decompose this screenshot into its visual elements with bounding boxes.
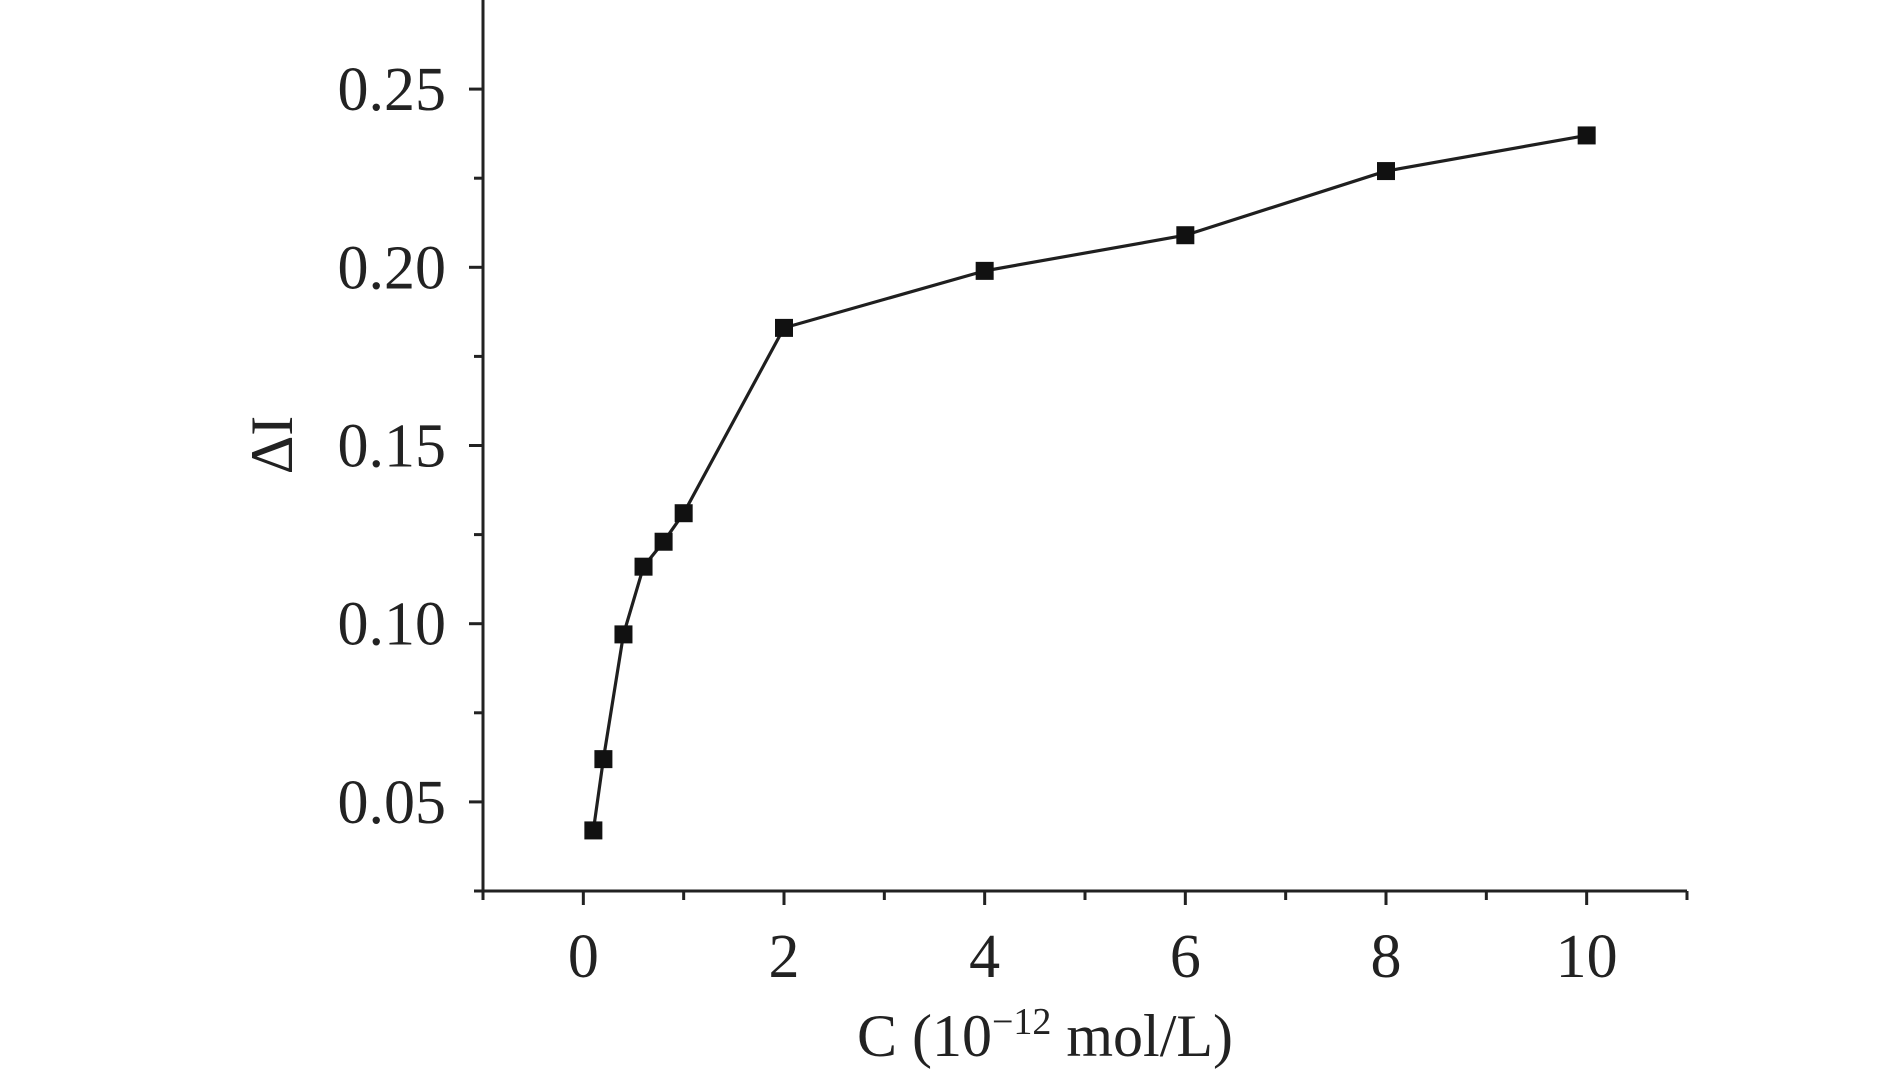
axes [481,0,1687,893]
y-tick-label: 0.20 [338,234,447,302]
x-tick-label: 0 [568,923,599,991]
data-point-marker [594,750,613,769]
tick-marks [469,87,1689,905]
x-tick-label: 10 [1556,923,1618,991]
x-axis-title-superscript: −12 [992,1001,1051,1043]
x-tick-label: 6 [1170,923,1201,991]
data-point-marker [584,821,603,840]
data-point-marker [634,557,653,576]
x-tick-label: 4 [969,923,1000,991]
data-point-marker [1377,162,1395,181]
data-point-marker [1577,126,1596,145]
data-point-marker [775,318,793,337]
x-tick-label: 8 [1371,923,1402,991]
data-point-marker [975,261,994,280]
data-point-marker [614,625,633,644]
series-line [591,133,1587,831]
tick-labels: 0 2 4 6 8 10 0.05 0.10 0.15 0.20 0.25 [338,56,1618,991]
data-point-marker [1176,226,1195,245]
y-axis-title: ΔI [239,416,305,475]
y-tick-label: 0.15 [338,413,447,481]
data-point-marker [654,532,673,551]
data-point-marker [674,504,693,523]
x-tick-label: 2 [769,923,800,991]
x-axis-title: C (10−12 mol/L) [857,1001,1233,1069]
x-axis-title-prefix: C (10 [857,1003,992,1069]
y-tick-label: 0.25 [338,56,447,124]
y-tick-label: 0.05 [338,769,447,837]
x-axis-title-suffix: mol/L) [1051,1003,1233,1069]
y-tick-label: 0.10 [338,591,447,659]
series-layer [584,126,1596,840]
